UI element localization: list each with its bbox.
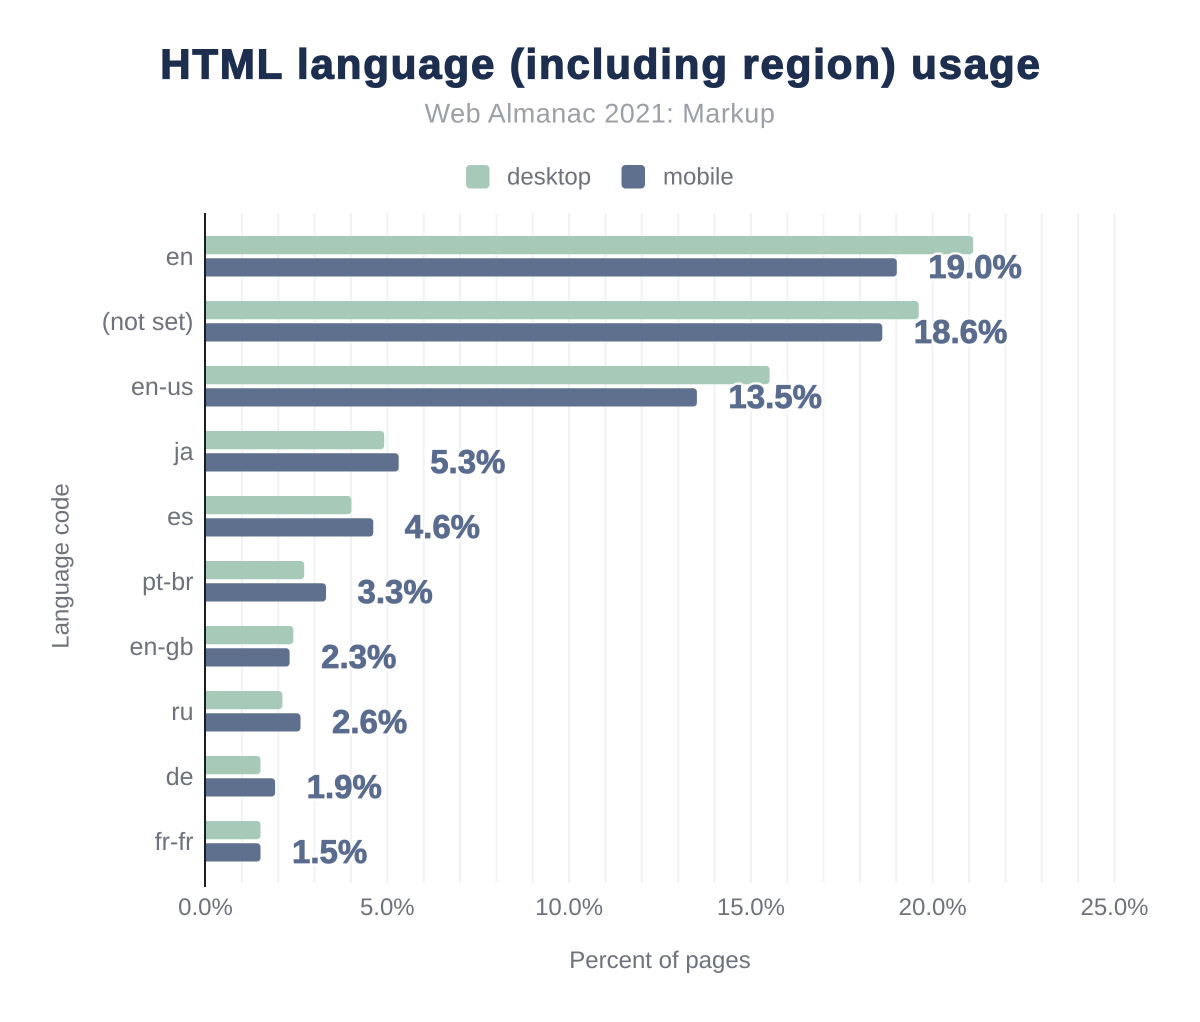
svg-text:15.0%: 15.0%: [717, 894, 785, 921]
svg-text:mobile: mobile: [663, 163, 734, 190]
svg-text:ja: ja: [173, 438, 194, 466]
svg-text:19.0%: 19.0%: [928, 248, 1022, 285]
svg-text:5.3%: 5.3%: [430, 443, 505, 480]
svg-text:1.5%: 1.5%: [292, 833, 367, 870]
svg-text:ru: ru: [171, 698, 193, 726]
svg-text:5.0%: 5.0%: [360, 894, 415, 921]
svg-text:2.6%: 2.6%: [332, 703, 407, 740]
svg-text:18.6%: 18.6%: [914, 313, 1008, 350]
svg-text:5.3%: 5.3%: [430, 443, 505, 480]
svg-text:en-gb: en-gb: [130, 633, 194, 661]
svg-text:1.9%: 1.9%: [307, 768, 382, 805]
svg-text:es: es: [167, 503, 193, 531]
svg-text:fr-fr: fr-fr: [155, 828, 194, 856]
svg-text:pt-br: pt-br: [142, 568, 193, 596]
svg-text:13.5%: 13.5%: [728, 378, 822, 415]
svg-text:desktop: desktop: [507, 163, 591, 190]
svg-text:Web Almanac 2021: Markup: Web Almanac 2021: Markup: [425, 99, 776, 129]
svg-text:2.3%: 2.3%: [321, 638, 396, 675]
svg-text:13.5%: 13.5%: [728, 378, 822, 415]
svg-text:1.5%: 1.5%: [292, 833, 367, 870]
svg-text:0.0%: 0.0%: [178, 894, 233, 921]
svg-text:1.9%: 1.9%: [307, 768, 382, 805]
svg-text:2.6%: 2.6%: [332, 703, 407, 740]
svg-text:de: de: [166, 763, 194, 791]
svg-text:3.3%: 3.3%: [358, 573, 433, 610]
svg-text:en: en: [166, 243, 194, 271]
svg-text:4.6%: 4.6%: [405, 508, 480, 545]
svg-text:HTML language (including regio: HTML language (including region) usage: [160, 41, 1042, 88]
svg-text:18.6%: 18.6%: [914, 313, 1008, 350]
svg-text:Percent of pages: Percent of pages: [569, 947, 750, 974]
svg-text:3.3%: 3.3%: [358, 573, 433, 610]
svg-text:20.0%: 20.0%: [899, 894, 967, 921]
svg-text:(not set): (not set): [102, 308, 194, 336]
svg-text:25.0%: 25.0%: [1080, 894, 1148, 921]
svg-text:Language code: Language code: [48, 483, 75, 649]
svg-text:2.3%: 2.3%: [321, 638, 396, 675]
svg-text:19.0%: 19.0%: [928, 248, 1022, 285]
svg-text:en-us: en-us: [131, 373, 194, 401]
svg-text:4.6%: 4.6%: [405, 508, 480, 545]
svg-text:10.0%: 10.0%: [535, 894, 603, 921]
